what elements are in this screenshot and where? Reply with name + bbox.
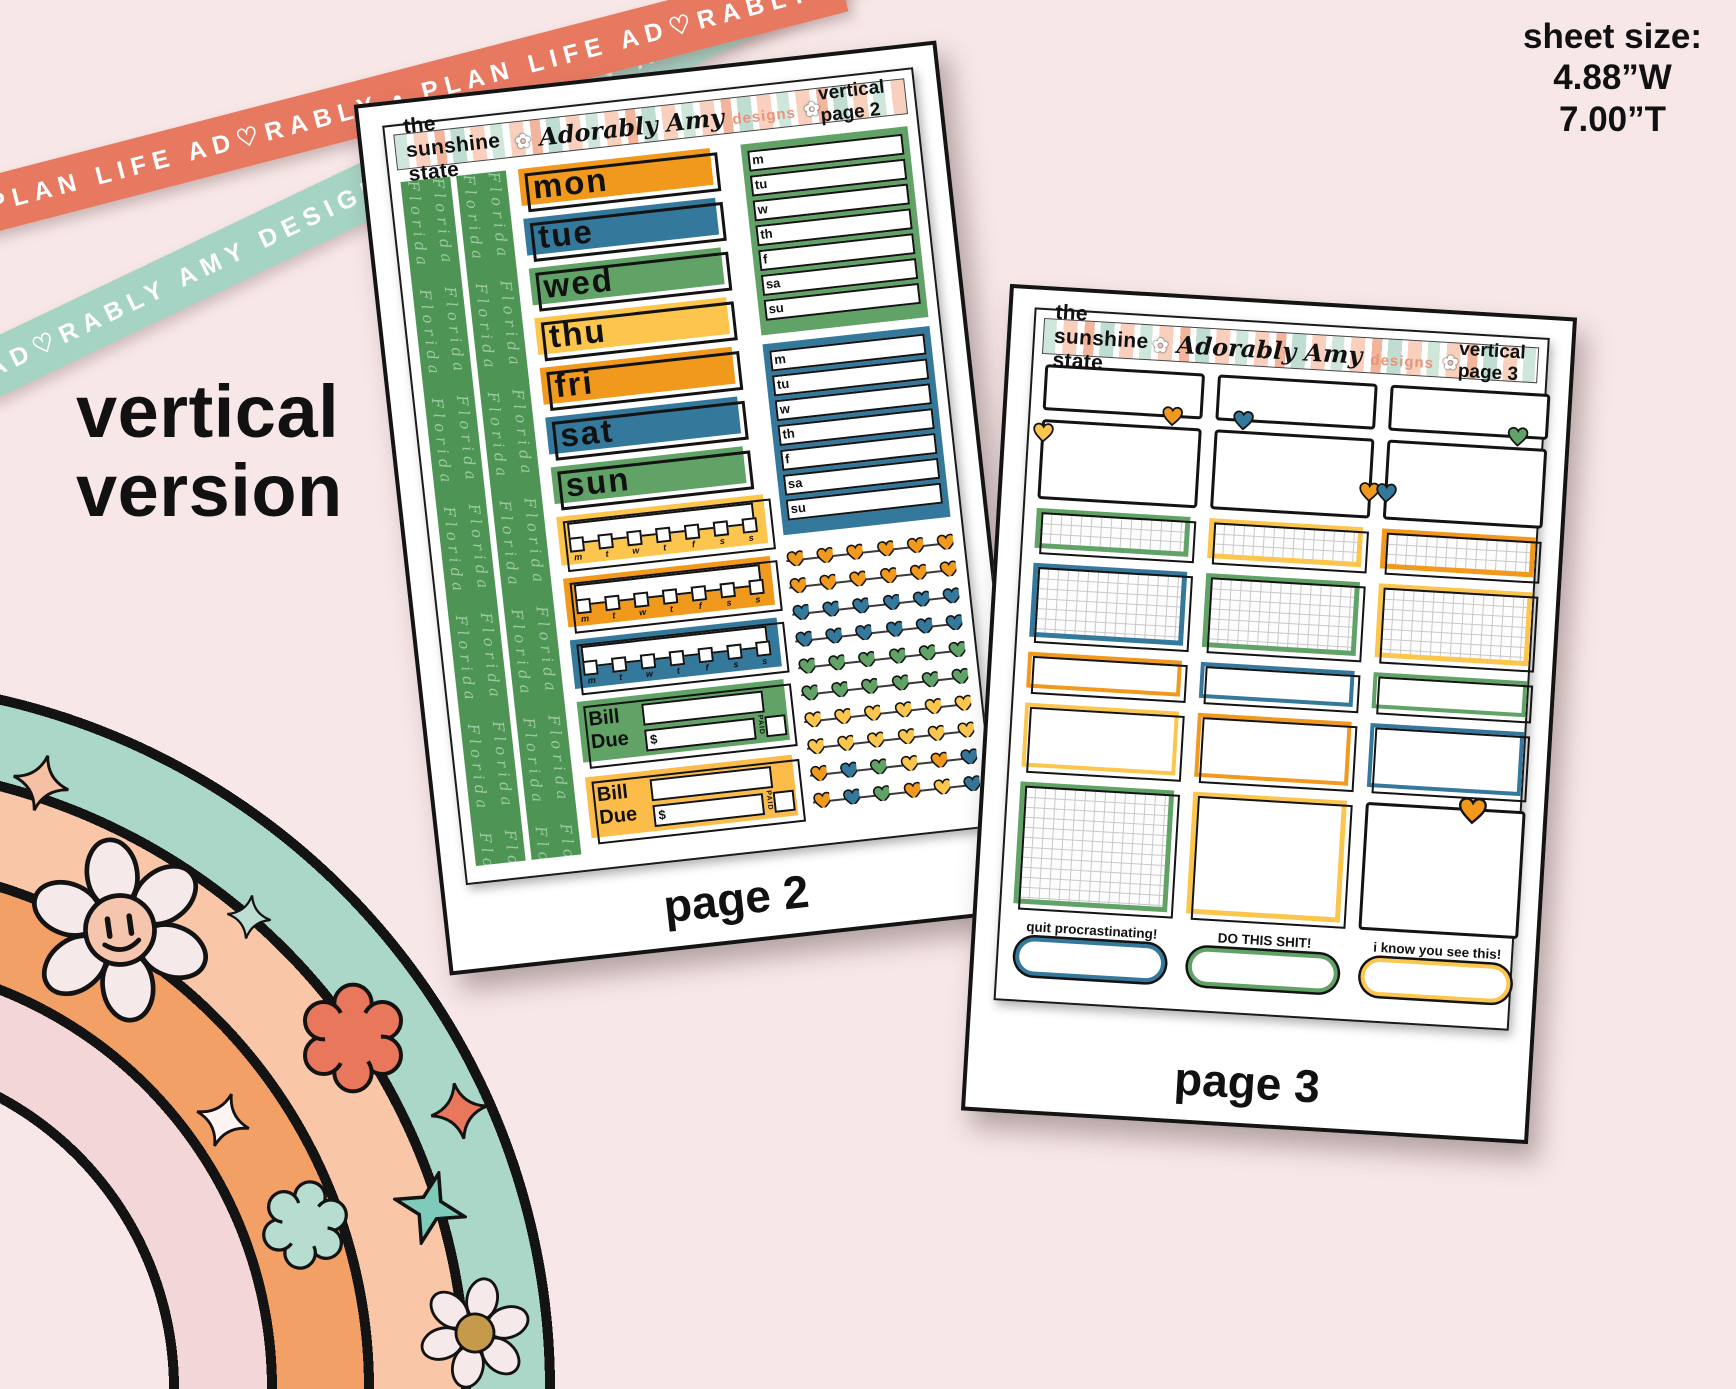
sparkle-teal-icon <box>227 895 271 939</box>
star-teal-icon <box>389 1167 471 1249</box>
checkbox <box>712 520 730 537</box>
page2-sticker-sheet: the sunshine state ✿ Adorably Amy design… <box>382 67 997 886</box>
brand-name: Adorably Amy <box>1176 329 1364 370</box>
sheet-size-label: sheet size: 4.88”W 7.00”T <box>1523 16 1702 140</box>
outline-quarter-box <box>1198 661 1361 714</box>
paid-checkbox <box>772 789 796 813</box>
sparkle-coral-icon <box>430 1082 488 1140</box>
vertical-version-label: vertical version <box>76 370 343 533</box>
page3-page-label: vertical page 3 <box>1457 338 1527 386</box>
checkbox <box>604 594 621 612</box>
checkbox <box>748 578 765 596</box>
checkbox <box>610 656 628 673</box>
week-sidebar-blue: m tu w th f sa su <box>762 325 951 536</box>
half-box <box>1210 429 1381 519</box>
checkbox <box>597 533 614 550</box>
daisy-icon: ✿ <box>514 129 533 153</box>
grid-full-box <box>1013 781 1181 919</box>
label-sticker-quit-procrastinating: quit procrastinating! <box>1008 918 1172 999</box>
side-label-line1: vertical <box>76 370 340 453</box>
grid-quarter-box <box>1379 528 1542 584</box>
checkbox <box>575 597 592 615</box>
label-pill-blue <box>1014 936 1167 984</box>
checkbox <box>626 529 643 547</box>
sheet-size-line3: 7.00”T <box>1559 99 1667 139</box>
full-box-heart <box>1358 796 1526 940</box>
brand-sub: designs <box>731 103 797 128</box>
page2-polaroid: the sunshine state ✿ Adorably Amy design… <box>353 40 1033 976</box>
label-pill-yellow <box>1359 956 1512 1004</box>
outline-half-box <box>1194 712 1358 793</box>
daisy-plain-flower <box>420 1277 530 1389</box>
week-sidebar-green: m tu w th f sa su <box>740 126 929 336</box>
outline-quarter-box <box>1371 672 1534 724</box>
sheet-size-line1: sheet size: <box>1523 17 1702 56</box>
checkbox <box>719 581 737 599</box>
daisy-icon: ✿ <box>1441 351 1460 375</box>
half-box <box>1375 439 1548 529</box>
quarter-box <box>1042 364 1206 427</box>
side-label-line2: version <box>76 449 343 533</box>
checkbox <box>654 526 672 544</box>
label-pill-green <box>1186 946 1339 994</box>
sparkle-peach-icon <box>13 755 69 811</box>
heart-divider-stickers <box>785 527 982 814</box>
paid-checkbox <box>764 714 788 738</box>
sparkle-white-icon <box>196 1093 250 1147</box>
page2-page-label: vertical page 2 <box>817 76 886 127</box>
label-sticker-i-know-you-see-this: i know you see this! <box>1354 939 1518 1020</box>
quarter-box <box>1215 374 1378 431</box>
page3-caption: page 3 <box>1172 1052 1322 1113</box>
checkbox <box>632 591 650 609</box>
checkbox <box>668 649 686 667</box>
label-sticker-do-this-shit: DO THIS SHIT! <box>1181 928 1345 1009</box>
brand-sub: designs <box>1369 350 1435 372</box>
bill-due-sticker-yellow: Bill Due $ PAID <box>584 754 807 845</box>
daisy-smiley-flower <box>32 837 208 1023</box>
grid-quarter-box <box>1034 507 1197 564</box>
checkbox <box>639 653 657 670</box>
flower-coral-icon <box>303 982 403 1094</box>
page3-polaroid: the sunshine state ✿ Adorably Amy design… <box>960 283 1578 1145</box>
brand-name: Adorably Amy <box>537 101 726 152</box>
brand-logo: ✿ Adorably Amy designs ✿ <box>1152 328 1460 375</box>
grid-quarter-box <box>1207 518 1369 574</box>
grid-half-box <box>1374 583 1539 673</box>
checkbox <box>690 585 708 602</box>
quarter-box <box>1388 384 1551 447</box>
outline-half-box <box>1366 723 1531 803</box>
checkbox <box>741 517 759 534</box>
sheet-size-line2: 4.88”W <box>1553 58 1672 98</box>
outline-quarter-box <box>1026 651 1188 704</box>
daisy-icon: ✿ <box>1151 333 1170 357</box>
checkbox <box>755 640 772 657</box>
checkbox <box>683 523 701 541</box>
checkbox <box>582 659 599 677</box>
half-box <box>1032 419 1202 509</box>
page3-sticker-grid: quit procrastinating! DO THIS SHIT! i kn… <box>1008 364 1551 1020</box>
checkbox <box>568 536 586 553</box>
outline-half-box <box>1021 702 1185 782</box>
outline-full-box <box>1186 791 1353 929</box>
grid-half-box <box>1201 573 1366 663</box>
checkbox <box>697 646 714 664</box>
flower-teal-icon <box>262 1180 348 1270</box>
page3-sticker-sheet: the sunshine state ✿ Adorably Amy design… <box>993 301 1551 1031</box>
grid-half-box <box>1029 562 1194 653</box>
checkbox <box>726 643 743 661</box>
checkbox <box>661 588 679 605</box>
